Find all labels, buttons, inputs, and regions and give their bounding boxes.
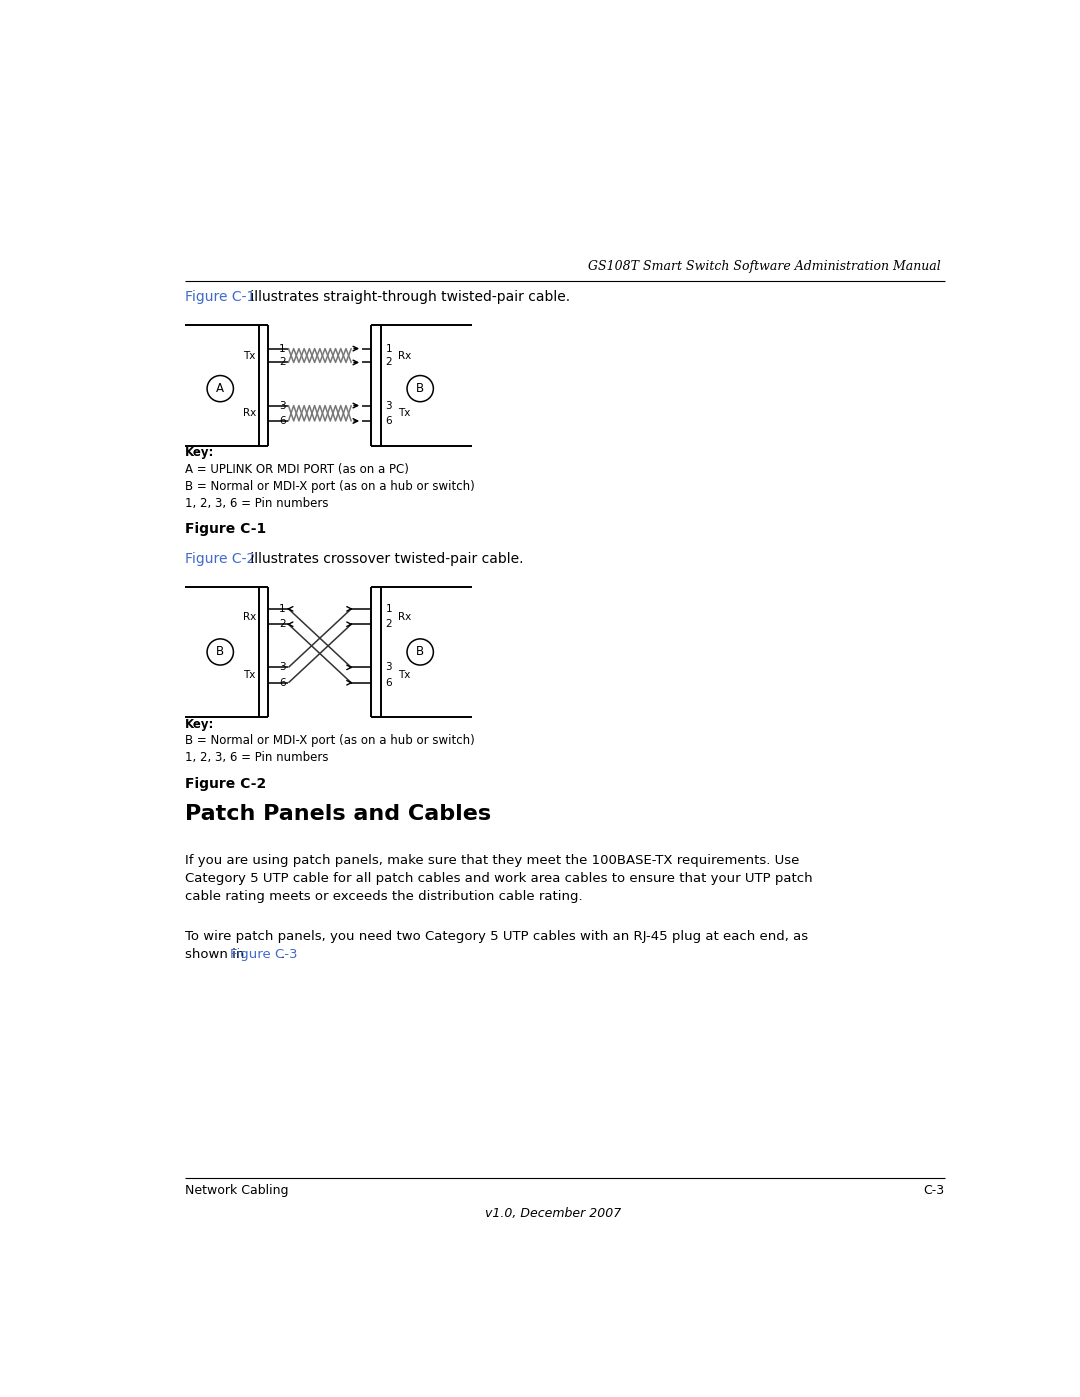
Text: 1: 1 [279, 604, 286, 613]
Text: illustrates crossover twisted-pair cable.: illustrates crossover twisted-pair cable… [246, 552, 524, 566]
Text: GS108T Smart Switch Software Administration Manual: GS108T Smart Switch Software Administrat… [589, 260, 941, 274]
Text: 6: 6 [279, 416, 286, 426]
Text: To wire patch panels, you need two Category 5 UTP cables with an RJ-45 plug at e: To wire patch panels, you need two Categ… [186, 929, 809, 943]
Text: Rx: Rx [243, 612, 256, 622]
Text: Figure C-1: Figure C-1 [186, 291, 256, 305]
Text: 1, 2, 3, 6 = Pin numbers: 1, 2, 3, 6 = Pin numbers [186, 497, 329, 510]
Text: B: B [416, 645, 424, 658]
Text: 3: 3 [386, 662, 392, 672]
Text: Figure C-3: Figure C-3 [230, 947, 297, 961]
Text: 3: 3 [386, 401, 392, 411]
Text: B: B [416, 383, 424, 395]
Text: 2: 2 [386, 619, 392, 629]
Text: A: A [216, 383, 225, 395]
Text: 1: 1 [279, 344, 286, 353]
Text: 2: 2 [386, 358, 392, 367]
Text: Tx: Tx [243, 671, 256, 680]
Text: B: B [216, 645, 225, 658]
Text: 6: 6 [279, 678, 286, 687]
Text: Rx: Rx [397, 351, 411, 360]
Text: 1, 2, 3, 6 = Pin numbers: 1, 2, 3, 6 = Pin numbers [186, 752, 329, 764]
Text: v1.0, December 2007: v1.0, December 2007 [485, 1207, 622, 1220]
Text: Key:: Key: [186, 447, 215, 460]
Text: Rx: Rx [243, 408, 256, 418]
Text: illustrates straight-through twisted-pair cable.: illustrates straight-through twisted-pai… [246, 291, 570, 305]
Text: Tx: Tx [243, 351, 256, 360]
Text: 3: 3 [279, 401, 286, 411]
Text: .: . [281, 947, 285, 961]
Text: Tx: Tx [397, 408, 410, 418]
Text: 1: 1 [386, 604, 392, 613]
Text: Figure C-1: Figure C-1 [186, 522, 267, 536]
Text: Tx: Tx [397, 671, 410, 680]
Text: If you are using patch panels, make sure that they meet the 100BASE-TX requireme: If you are using patch panels, make sure… [186, 854, 800, 866]
Text: Category 5 UTP cable for all patch cables and work area cables to ensure that yo: Category 5 UTP cable for all patch cable… [186, 872, 813, 884]
Text: Patch Panels and Cables: Patch Panels and Cables [186, 805, 491, 824]
Text: Network Cabling: Network Cabling [186, 1185, 288, 1197]
Text: Rx: Rx [397, 612, 411, 622]
Text: 6: 6 [386, 416, 392, 426]
Text: cable rating meets or exceeds the distribution cable rating.: cable rating meets or exceeds the distri… [186, 890, 583, 902]
Text: B = Normal or MDI-X port (as on a hub or switch): B = Normal or MDI-X port (as on a hub or… [186, 481, 475, 493]
Text: 6: 6 [386, 678, 392, 687]
Text: Figure C-2: Figure C-2 [186, 777, 267, 791]
Text: C-3: C-3 [923, 1185, 945, 1197]
Text: 2: 2 [279, 619, 286, 629]
Text: Key:: Key: [186, 718, 215, 731]
Text: Figure C-2: Figure C-2 [186, 552, 256, 566]
Text: shown in: shown in [186, 947, 249, 961]
Text: 2: 2 [279, 358, 286, 367]
Text: B = Normal or MDI-X port (as on a hub or switch): B = Normal or MDI-X port (as on a hub or… [186, 735, 475, 747]
Text: 1: 1 [386, 344, 392, 353]
Text: A = UPLINK OR MDI PORT (as on a PC): A = UPLINK OR MDI PORT (as on a PC) [186, 464, 409, 476]
Text: 3: 3 [279, 662, 286, 672]
